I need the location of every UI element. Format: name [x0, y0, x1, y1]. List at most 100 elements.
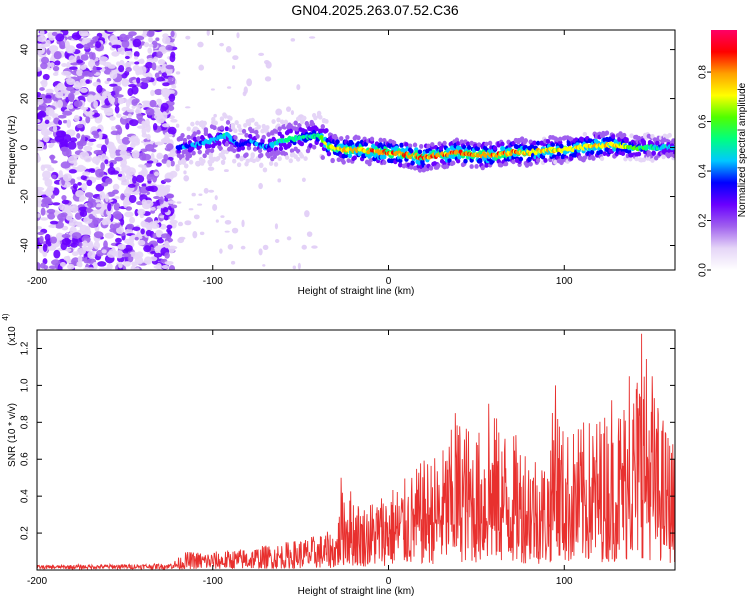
noise-cell	[79, 151, 90, 160]
faint-cell	[241, 219, 245, 228]
ridge-cell	[233, 135, 238, 141]
ridge-cell	[224, 141, 230, 147]
ridge-cell	[216, 155, 221, 161]
noise-cell	[135, 251, 144, 259]
noise-cell	[78, 197, 85, 202]
faint-cell	[262, 244, 269, 251]
faint-cell	[176, 201, 182, 204]
ridge-cell	[218, 146, 223, 152]
faint-cell	[311, 245, 318, 249]
noise-cell	[41, 44, 46, 53]
ridge-cell	[303, 156, 308, 162]
ridge-cell	[261, 134, 266, 140]
x-tick-label: 100	[556, 276, 573, 287]
noise-cell	[169, 54, 176, 63]
faint-cell	[183, 175, 190, 182]
ridge-cell	[250, 153, 255, 159]
noise-cell	[39, 30, 45, 37]
noise-cell	[77, 181, 82, 186]
ridge-cell	[559, 143, 564, 149]
noise-cell	[42, 134, 50, 143]
noise-cell	[71, 32, 82, 41]
ridge-cell	[503, 161, 509, 167]
noise-cell	[156, 76, 165, 82]
ridge-cell	[192, 131, 198, 137]
noise-cell	[118, 261, 123, 269]
ridge-cell	[220, 149, 226, 155]
noise-cell	[63, 256, 71, 262]
ridge-cell	[186, 134, 191, 140]
ridge-cell	[190, 121, 195, 127]
faint-cell	[304, 210, 310, 218]
noise-cell	[77, 255, 83, 264]
noise-cell	[161, 140, 171, 144]
x-tick-label: 0	[386, 276, 392, 287]
noise-cell	[93, 231, 104, 239]
faint-cell	[208, 189, 215, 193]
ridge-cell	[187, 153, 193, 159]
noise-cell	[127, 113, 133, 118]
noise-cell	[102, 218, 111, 225]
faint-cell	[246, 78, 252, 87]
noise-cell	[126, 108, 135, 113]
noise-cell	[37, 225, 43, 230]
noise-cell	[66, 148, 72, 158]
ridge-cell	[661, 154, 666, 160]
noise-cell	[136, 82, 142, 87]
ridge-cell	[273, 162, 279, 167]
ridge-cell	[294, 126, 300, 132]
ridge-cell	[598, 149, 604, 155]
noise-cell	[166, 224, 173, 230]
noise-cell	[148, 36, 153, 43]
ridge-cell	[209, 148, 215, 154]
ridge-cell	[202, 120, 207, 126]
noise-cell	[150, 89, 155, 97]
noise-cell	[141, 133, 148, 138]
ridge-cell	[529, 144, 535, 150]
ridge-cell	[591, 156, 596, 161]
ridge-cell	[518, 156, 524, 162]
ridge-cell	[299, 153, 305, 159]
noise-cell	[166, 143, 174, 151]
noise-cell	[76, 69, 83, 77]
noise-cell	[80, 106, 89, 111]
ridge-cell	[428, 165, 434, 171]
noise-cell	[147, 47, 153, 54]
noise-cell	[109, 162, 114, 169]
ridge-cell	[201, 158, 206, 164]
noise-cell	[82, 240, 88, 248]
ridge-cell	[343, 153, 349, 159]
noise-cell	[124, 62, 132, 69]
y-multiplier-label: (x10	[7, 326, 18, 346]
ridge-cell	[352, 155, 357, 161]
noise-cell	[135, 174, 145, 183]
faint-cell	[262, 264, 266, 267]
ridge-cell	[219, 116, 225, 122]
noise-cell	[47, 167, 55, 172]
faint-cell	[224, 219, 232, 225]
noise-cell	[137, 239, 146, 246]
ridge-cell	[310, 122, 316, 127]
ridge-cell	[217, 141, 222, 146]
ridge-cell	[543, 158, 548, 163]
ridge-cell	[382, 154, 387, 160]
noise-cell	[61, 62, 67, 67]
noise-cell	[160, 87, 170, 97]
noise-cell	[61, 194, 67, 201]
ridge-cell	[289, 148, 295, 154]
ridge-cell	[437, 141, 442, 147]
noise-cell	[161, 111, 168, 121]
noise-cell	[96, 84, 103, 94]
ridge-cell	[492, 145, 498, 151]
noise-cell	[79, 209, 88, 218]
noise-cell	[97, 154, 103, 160]
noise-cell	[62, 110, 73, 116]
noise-cell	[53, 51, 62, 60]
noise-cell	[52, 202, 61, 206]
noise-cell	[115, 237, 122, 243]
ridge-cell	[232, 158, 237, 164]
noise-cell	[73, 114, 80, 122]
noise-cell	[167, 200, 176, 204]
ridge-cell	[641, 139, 647, 145]
noise-cell	[103, 91, 112, 96]
